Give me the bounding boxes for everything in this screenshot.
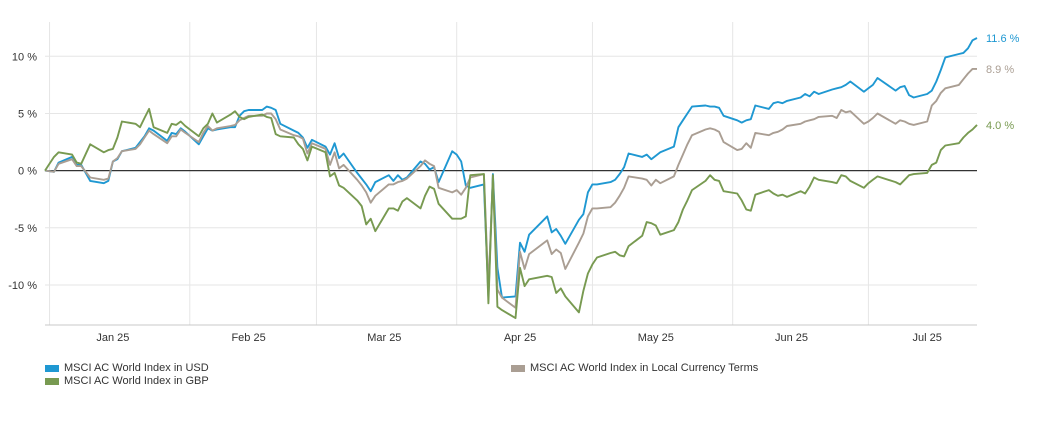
x-tick-label-3: Apr 25: [504, 332, 536, 344]
legend-swatch-local: [511, 364, 525, 372]
legend-swatch-usd: [45, 364, 59, 372]
legend-label-local: MSCI AC World Index in Local Currency Te…: [530, 362, 759, 374]
y-tick-label-2: 0 %: [18, 166, 37, 178]
y-tick-label-4: 10 %: [12, 51, 37, 63]
y-tick-label-1: -5 %: [14, 223, 37, 235]
end-label-gbp: 4.0 %: [986, 120, 1014, 132]
x-tick-label-6: Jul 25: [913, 332, 942, 344]
legend-label-usd: MSCI AC World Index in USD: [64, 362, 209, 374]
legend-item-gbp[interactable]: MSCI AC World Index in GBP: [45, 375, 209, 387]
label-layer: 11.6 % 8.9 % 4.0 %: [986, 33, 1020, 132]
end-label-local: 8.9 %: [986, 64, 1014, 76]
legend-swatch-gbp: [45, 377, 59, 385]
grid-layer: [45, 22, 977, 325]
x-tick-label-0: Jan 25: [96, 332, 129, 344]
legend-item-usd[interactable]: MSCI AC World Index in USD: [45, 362, 209, 374]
series-line-local: [44, 67, 977, 309]
series-layer: [44, 37, 978, 320]
axis-layer: -10 % -5 % 0 % 5 % 10 % Jan 25 Feb 25 Mar 25 Apr…: [8, 51, 977, 344]
x-tick-label-2: Mar 25: [367, 332, 401, 344]
end-label-usd: 11.6 %: [986, 33, 1020, 45]
x-tick-label-5: Jun 25: [775, 332, 808, 344]
series-line-usd: [44, 37, 978, 299]
x-tick-label-1: Feb 25: [231, 332, 265, 344]
y-tick-label-0: -10 %: [8, 280, 37, 292]
legend-item-local[interactable]: MSCI AC World Index in Local Currency Te…: [511, 362, 758, 374]
series-line-gbp: [44, 107, 978, 320]
y-tick-label-3: 5 %: [18, 108, 37, 120]
x-tick-label-4: May 25: [638, 332, 674, 344]
legend-label-gbp: MSCI AC World Index in GBP: [64, 375, 209, 387]
